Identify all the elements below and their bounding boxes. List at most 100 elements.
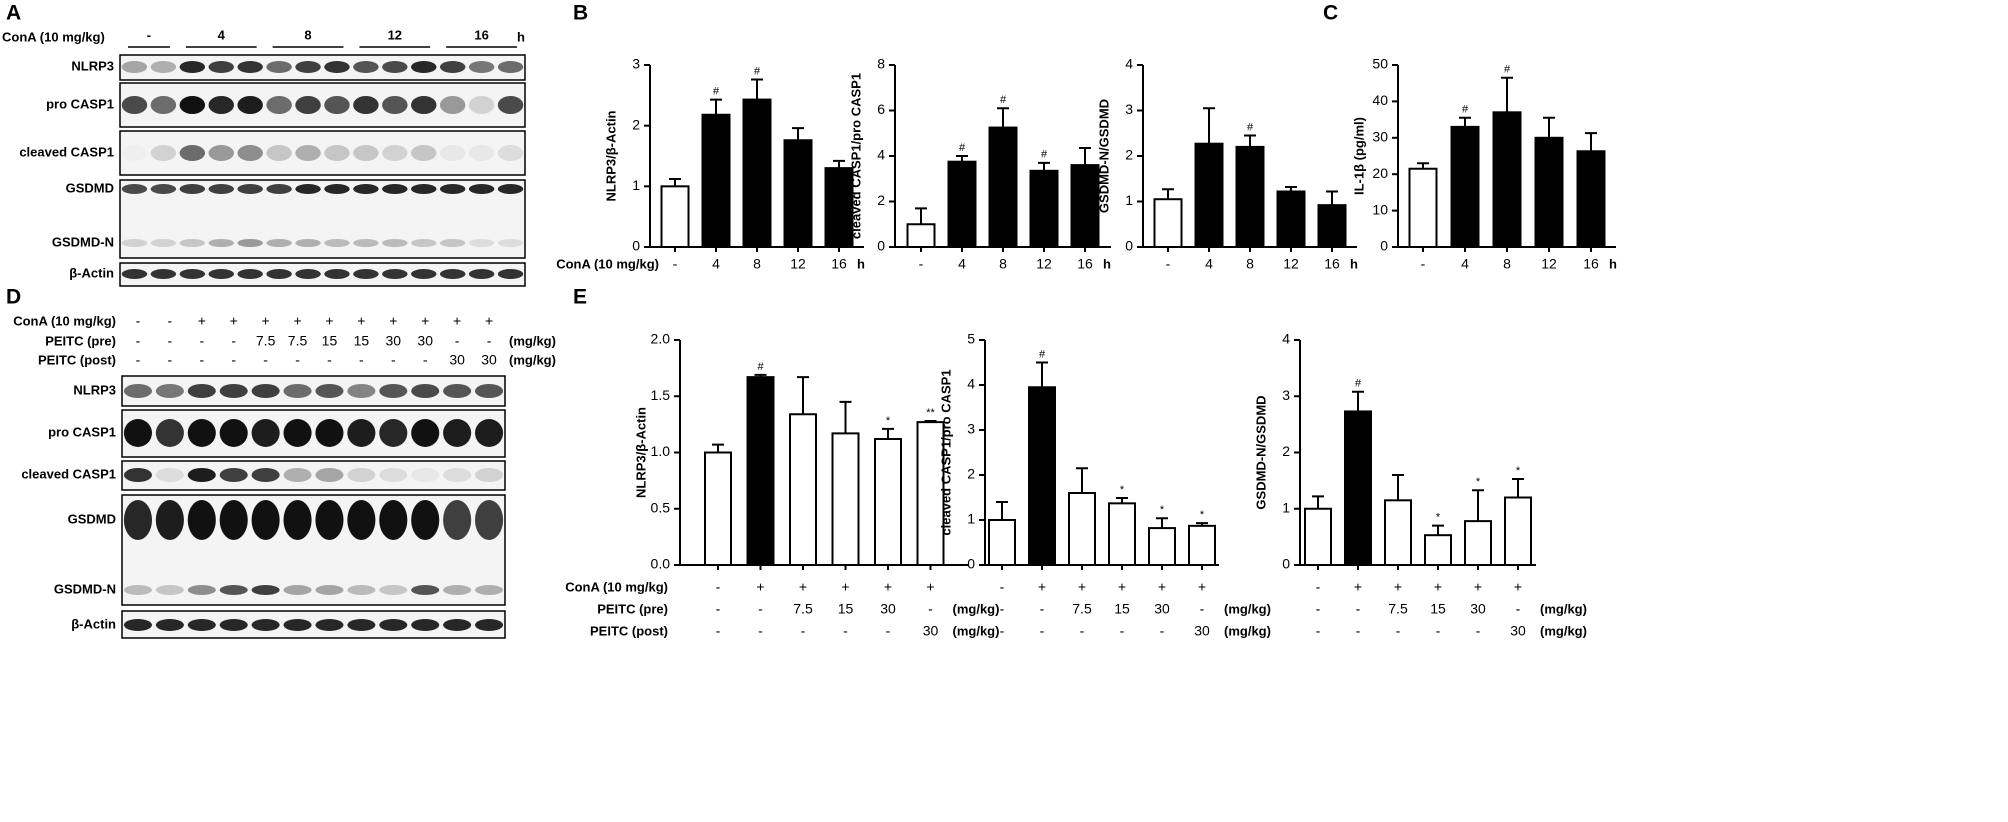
blot-band xyxy=(315,500,344,540)
blot-band xyxy=(179,239,206,247)
blot-band xyxy=(353,184,379,194)
y-tick-label: 2 xyxy=(632,116,640,132)
blot-band xyxy=(155,419,184,447)
treatment-value: 30 xyxy=(880,601,896,617)
y-tick-label: 1 xyxy=(1282,499,1290,515)
blot-band xyxy=(497,145,524,161)
blot-band xyxy=(237,145,263,161)
significance-marker: * xyxy=(1160,504,1165,516)
error-bar xyxy=(833,159,845,169)
blot-strip xyxy=(119,179,526,259)
y-tick-label: 3 xyxy=(632,56,640,72)
y-tick-label: 5 xyxy=(967,331,975,347)
bar xyxy=(1534,136,1564,248)
bar xyxy=(1188,524,1216,566)
treatment-value: - xyxy=(295,352,300,368)
error-bar xyxy=(1352,390,1364,412)
error-bar xyxy=(839,400,852,434)
significance-marker: ** xyxy=(926,407,935,419)
blot-band xyxy=(219,500,248,540)
treatment-value: + xyxy=(198,313,206,329)
treatment-value: - xyxy=(199,352,204,368)
blot-band xyxy=(295,61,321,73)
x-tick-label: 16 xyxy=(831,256,847,272)
treatment-value: - xyxy=(487,333,492,349)
significance-marker: * xyxy=(886,415,891,427)
treatment-value: - xyxy=(1316,601,1321,617)
blot-band xyxy=(443,500,472,540)
treatment-value: - xyxy=(168,313,173,329)
blot-band xyxy=(208,239,234,247)
treatment-value: - xyxy=(1516,601,1521,617)
blot-band xyxy=(468,145,495,161)
treatment-value: - xyxy=(168,352,173,368)
x-tick-label: 8 xyxy=(753,256,761,272)
treatment-value: 7.5 xyxy=(1072,601,1092,617)
treatment-value: - xyxy=(1080,623,1085,639)
treatment-value: - xyxy=(199,333,204,349)
blot-band xyxy=(411,96,437,114)
y-tick-label: 1 xyxy=(632,177,640,193)
blot-row-label: cleaved CASP1 xyxy=(21,466,116,481)
y-tick-label: 1 xyxy=(1125,192,1133,208)
y-tick-label: 0 xyxy=(632,238,640,254)
y-tick-label: 1 xyxy=(967,511,975,527)
unit-label: (mg/kg) xyxy=(953,623,1000,638)
treatment-value: 15 xyxy=(1114,601,1130,617)
blot-band xyxy=(324,184,350,194)
error-bar xyxy=(1076,467,1088,493)
unit-label: h xyxy=(517,29,525,44)
blot-row-label: GSDMD-N xyxy=(52,234,114,249)
treatment-value: 30 xyxy=(481,352,497,368)
treatment-value: + xyxy=(799,579,807,595)
treatment-value: + xyxy=(357,313,365,329)
blot-band xyxy=(439,239,466,247)
bar xyxy=(1464,520,1492,566)
blot-band xyxy=(219,468,248,482)
bar xyxy=(1070,164,1100,249)
unit-label: (mg/kg) xyxy=(1540,601,1587,616)
blot-band xyxy=(208,269,234,279)
error-bar xyxy=(1392,474,1404,501)
treatment-label: PEITC (pre) xyxy=(45,333,116,348)
treatment-label: PEITC (post) xyxy=(590,623,668,638)
blot-band xyxy=(187,419,216,447)
blot-band xyxy=(379,585,408,595)
treatment-value: 15 xyxy=(354,333,370,349)
bar xyxy=(916,421,945,566)
treatment-value: - xyxy=(1316,623,1321,639)
blot-band xyxy=(179,145,206,161)
blot-row-label: cleaved CASP1 xyxy=(19,144,114,159)
bar xyxy=(704,451,732,566)
y-tick-label: 2 xyxy=(1282,443,1290,459)
blot-band xyxy=(411,145,437,161)
blot-band xyxy=(208,96,234,114)
treatment-value: - xyxy=(1120,623,1125,639)
x-tick-label: 4 xyxy=(1461,256,1469,272)
treatment-value: - xyxy=(231,333,236,349)
significance-marker: * xyxy=(1120,484,1125,496)
blot-band xyxy=(123,500,153,540)
treatment-value: 7.5 xyxy=(288,333,308,349)
blot-band xyxy=(443,585,472,595)
blot-band xyxy=(382,61,408,73)
treatment-value: 7.5 xyxy=(793,601,813,617)
treatment-value: - xyxy=(327,352,332,368)
blot-band xyxy=(283,500,312,540)
y-tick-label: 6 xyxy=(877,101,885,117)
error-bar xyxy=(997,107,1009,128)
blot-band xyxy=(121,96,148,114)
error-bar xyxy=(1512,477,1524,498)
unit-label: (mg/kg) xyxy=(509,352,556,367)
panel-letter: B xyxy=(573,2,588,25)
y-tick-label: 50 xyxy=(1372,56,1388,72)
blot-band xyxy=(379,419,408,447)
blot-band xyxy=(411,269,437,279)
treatment-value: - xyxy=(758,601,763,617)
treatment-value: + xyxy=(1354,579,1362,595)
x-tick-label: 16 xyxy=(1583,256,1599,272)
treatment-value: - xyxy=(716,601,721,617)
blot-band xyxy=(251,500,280,540)
blot-band xyxy=(123,619,153,631)
significance-marker: # xyxy=(1041,149,1048,161)
